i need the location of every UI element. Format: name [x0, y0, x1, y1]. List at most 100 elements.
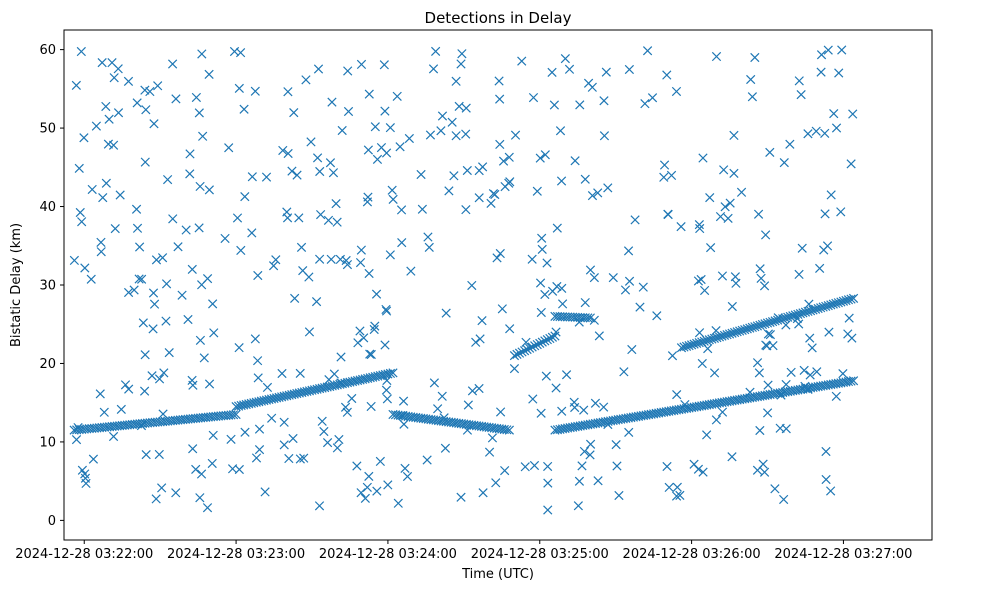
detection-point — [536, 408, 546, 418]
detection-point — [196, 469, 207, 479]
detection-point — [379, 60, 389, 70]
detection-point — [720, 202, 730, 212]
detection-point — [779, 158, 789, 168]
detection-point — [717, 407, 728, 417]
detection-point — [699, 285, 710, 296]
detection-point — [826, 190, 836, 200]
detection-point — [800, 381, 810, 391]
track-point — [679, 342, 689, 352]
detection-point — [490, 189, 500, 200]
detection-point — [120, 380, 131, 390]
track-point — [547, 332, 558, 342]
detection-point — [601, 67, 611, 77]
detection-point — [461, 103, 471, 113]
detection-point — [509, 363, 520, 374]
detection-point — [132, 223, 143, 233]
detection-point — [406, 266, 416, 276]
detection-point — [372, 486, 382, 496]
y-axis-label: Bistatic Delay (km) — [9, 223, 24, 347]
detection-point — [177, 290, 187, 300]
detection-point — [736, 187, 747, 197]
detection-point — [359, 333, 369, 343]
track-point — [530, 341, 540, 351]
detection-point — [416, 169, 426, 180]
detection-point — [727, 452, 737, 462]
detection-point — [91, 121, 102, 131]
detection-point — [355, 257, 366, 268]
detection-point — [781, 379, 791, 390]
detection-point — [719, 165, 729, 175]
track-point — [747, 322, 757, 333]
detection-point — [662, 461, 672, 472]
detection-point — [517, 56, 527, 66]
detection-point — [603, 419, 613, 430]
x-axis-label: Time (UTC) — [461, 567, 534, 582]
detection-point — [537, 244, 547, 254]
detection-point — [797, 243, 807, 253]
detection-point — [195, 181, 205, 192]
detection-point — [69, 255, 80, 266]
detection-point — [474, 165, 484, 176]
detection-point — [727, 301, 737, 312]
detection-point — [369, 324, 379, 335]
detection-point — [638, 282, 648, 292]
detection-point — [536, 307, 546, 318]
detection-point — [614, 490, 624, 501]
detection-point — [398, 396, 409, 406]
track-point — [704, 335, 714, 345]
detection-point — [759, 467, 770, 477]
detection-point — [283, 148, 293, 159]
track-point — [745, 323, 755, 333]
chart-title: Detections in Delay — [425, 9, 572, 27]
detection-point — [760, 230, 771, 240]
detection-point — [294, 213, 304, 223]
detection-point — [87, 184, 97, 195]
detection-point — [746, 74, 756, 85]
detection-point — [620, 285, 631, 295]
track-point — [833, 298, 843, 308]
detection-point — [154, 374, 165, 384]
track-point — [808, 305, 818, 315]
detection-point — [498, 156, 509, 166]
detection-point — [393, 498, 403, 508]
detection-point — [765, 329, 776, 340]
detection-point — [495, 139, 505, 150]
detection-point — [171, 94, 181, 104]
detection-point — [295, 368, 305, 379]
track-point — [692, 338, 702, 349]
detection-point — [252, 356, 263, 366]
detection-point — [557, 283, 567, 294]
detection-point — [292, 170, 302, 180]
detection-point — [271, 255, 281, 265]
track-point — [752, 321, 763, 331]
detection-point — [441, 308, 451, 318]
detection-point — [382, 375, 392, 386]
detection-point — [181, 225, 191, 235]
detection-point — [101, 101, 111, 112]
detection-point — [585, 265, 596, 275]
detection-point — [375, 456, 385, 467]
track-point — [848, 376, 859, 386]
track-point — [525, 343, 535, 353]
detection-point — [234, 83, 244, 93]
detection-point — [433, 404, 443, 414]
detection-point — [399, 419, 409, 429]
detection-point — [494, 76, 504, 86]
track-point — [702, 335, 712, 346]
detection-point — [671, 86, 682, 97]
track-point — [535, 338, 545, 348]
detection-point — [240, 191, 250, 202]
track-point — [694, 338, 704, 348]
detection-point — [247, 228, 257, 238]
detection-point — [164, 348, 174, 358]
detection-point — [785, 139, 795, 149]
detection-point — [232, 213, 243, 223]
detection-point — [356, 59, 367, 70]
detection-point — [711, 326, 721, 336]
detection-point — [306, 137, 316, 147]
detection-point — [599, 402, 609, 412]
detection-point — [834, 68, 844, 78]
detection-point — [454, 101, 464, 112]
detection-point — [381, 304, 391, 315]
detection-point — [304, 327, 315, 337]
